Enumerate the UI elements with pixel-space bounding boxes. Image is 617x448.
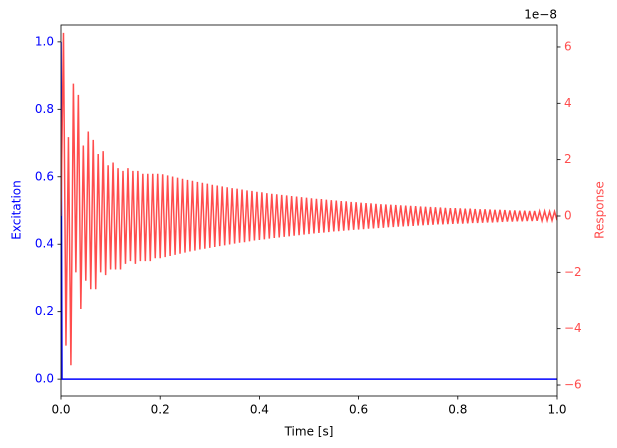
y2-tick-label: −6: [564, 378, 582, 392]
series-line: [61, 41, 557, 380]
y-axis-label: Excitation: [10, 180, 24, 239]
x-axis-label: Time [s]: [284, 425, 334, 439]
x-tick-label: 0.4: [250, 403, 269, 417]
x-tick-label: 1.0: [547, 403, 566, 417]
y2-tick-label: −2: [564, 265, 582, 279]
y-tick-label: 0.2: [35, 304, 54, 318]
x-tick-label: 0.6: [349, 403, 368, 417]
y2-tick-label: 2: [564, 152, 572, 166]
y2-tick-label: 4: [564, 96, 572, 110]
y-tick-label: 1.0: [35, 34, 54, 48]
y-tick-label: 0.6: [35, 169, 54, 183]
x-tick-label: 0.8: [448, 403, 467, 417]
y-tick-label: 0.4: [35, 237, 54, 251]
y-tick-label: 0.8: [35, 102, 54, 116]
y-tick-label: 0.0: [35, 372, 54, 386]
plot-frame: [60, 24, 558, 397]
x-tick-label: 0.2: [151, 403, 170, 417]
y2-axis-label: Response: [593, 181, 607, 239]
y2-tick-label: 0: [564, 208, 572, 222]
x-tick-label: 0.0: [51, 403, 70, 417]
y2-offset-text: 1e−8: [524, 8, 557, 22]
y2-tick-label: 6: [564, 39, 572, 53]
series-line: [61, 32, 557, 366]
y2-tick-label: −4: [564, 321, 582, 335]
